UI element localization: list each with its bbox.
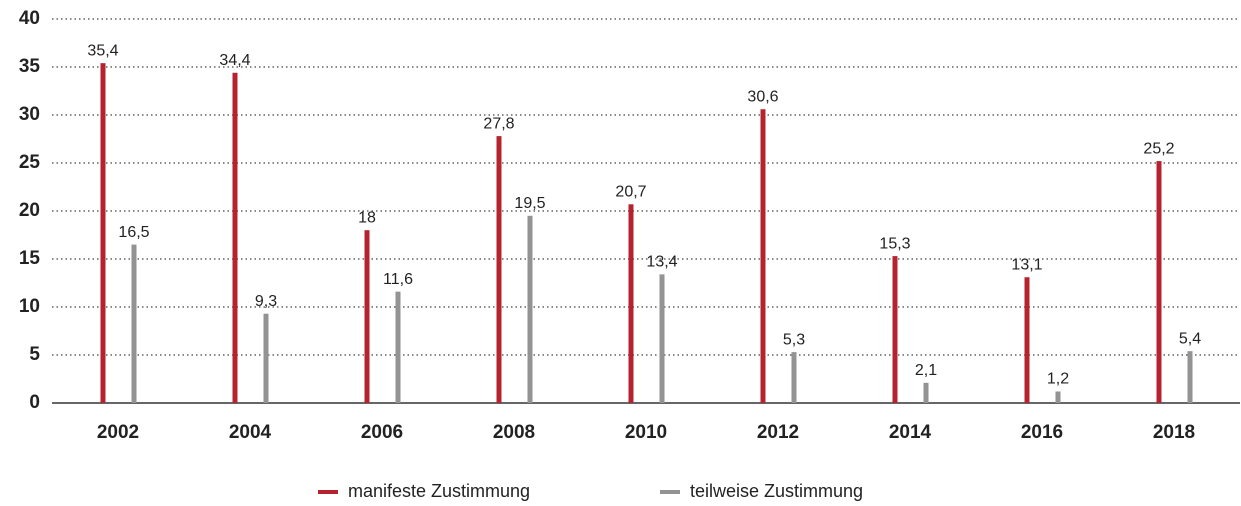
y-tick-label: 0 <box>29 392 40 413</box>
y-tick-label: 30 <box>19 104 40 125</box>
bar <box>131 244 137 403</box>
bar <box>1156 161 1162 403</box>
y-tick-label: 10 <box>19 296 40 317</box>
y-tick-label: 20 <box>19 200 40 221</box>
bar <box>527 215 533 403</box>
x-tick-label: 2010 <box>625 422 667 443</box>
x-tick-label: 2012 <box>757 422 799 443</box>
value-label: 5,4 <box>1179 330 1201 347</box>
bar <box>232 72 238 403</box>
value-label: 18 <box>358 209 376 226</box>
value-label: 1,2 <box>1047 371 1069 388</box>
value-label: 11,6 <box>383 271 413 288</box>
y-tick-label: 15 <box>19 248 41 269</box>
value-label: 5,3 <box>783 331 805 348</box>
bar <box>628 204 634 403</box>
y-tick-label: 25 <box>19 152 41 173</box>
value-label: 13,1 <box>1011 256 1042 273</box>
value-label: 15,3 <box>879 235 910 252</box>
legend-label: teilweise Zustimmung <box>690 481 863 501</box>
y-tick-label: 5 <box>29 344 40 365</box>
bar <box>923 382 929 403</box>
bar <box>1055 391 1061 403</box>
value-label: 20,7 <box>615 183 646 200</box>
value-label: 27,8 <box>483 115 514 132</box>
value-label: 13,4 <box>646 254 677 271</box>
value-label: 16,5 <box>118 224 149 241</box>
x-tick-label: 2006 <box>361 422 403 443</box>
value-label: 25,2 <box>1143 140 1174 157</box>
value-label: 9,3 <box>255 293 277 310</box>
bar <box>659 274 665 403</box>
bar <box>760 109 766 404</box>
x-tick-label: 2016 <box>1021 422 1063 443</box>
bar <box>364 230 370 403</box>
value-label: 2,1 <box>915 362 937 379</box>
bar <box>100 63 106 403</box>
y-tick-label: 35 <box>19 56 41 77</box>
bar <box>791 352 797 403</box>
bar <box>892 256 898 403</box>
x-tick-label: 2002 <box>97 422 139 443</box>
value-label: 34,4 <box>219 52 250 69</box>
y-tick-label: 40 <box>19 8 40 29</box>
x-tick-label: 2014 <box>889 422 932 443</box>
bar <box>395 291 401 403</box>
x-tick-label: 2008 <box>493 422 535 443</box>
value-label: 19,5 <box>514 195 545 212</box>
bar <box>496 136 502 403</box>
bar <box>1024 277 1030 403</box>
value-label: 35,4 <box>87 42 118 59</box>
bar <box>263 313 269 403</box>
x-tick-label: 2018 <box>1153 422 1195 443</box>
x-tick-label: 2004 <box>229 422 272 443</box>
bar <box>1187 351 1193 403</box>
value-label: 30,6 <box>747 88 778 105</box>
legend-label: manifeste Zustimmung <box>348 481 530 501</box>
